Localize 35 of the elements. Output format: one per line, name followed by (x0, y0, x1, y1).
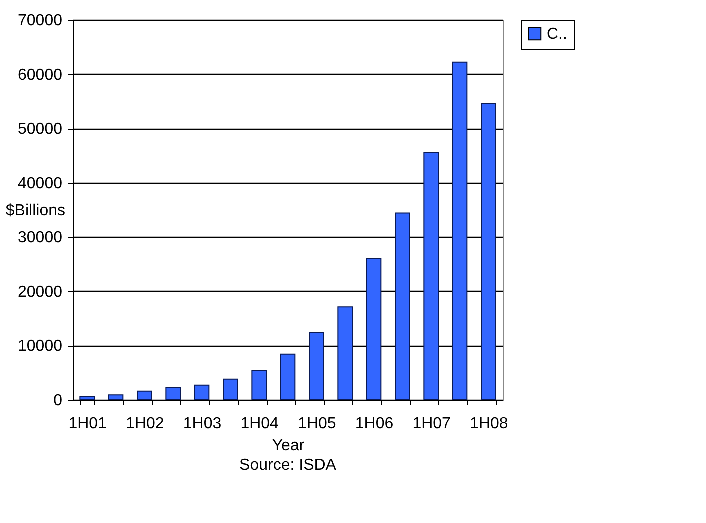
y-axis-title: $Billions (6, 202, 66, 220)
y-tick-label: 0 (54, 392, 63, 410)
bar (280, 354, 296, 400)
bar (80, 396, 95, 400)
y-tick-label: 60000 (18, 66, 63, 84)
x-tick-label: 1H02 (126, 416, 164, 432)
x-tick-label: 1H06 (355, 416, 394, 432)
x-tick-label: 1H04 (240, 416, 280, 432)
y-tick-label: 30000 (18, 230, 63, 247)
x-tick-label: 1H03 (183, 416, 222, 432)
bar (252, 370, 267, 400)
x-tick-label: 1H07 (412, 416, 452, 432)
bar (108, 394, 124, 400)
bar (395, 212, 410, 400)
y-tick-label: 10000 (18, 338, 63, 356)
x-tick-label: 1H08 (470, 416, 508, 432)
bar (366, 258, 382, 400)
legend-label: C.. (547, 26, 568, 43)
bar (452, 62, 468, 400)
x-axis-title: Year (272, 438, 306, 454)
bar (194, 384, 210, 400)
bar (338, 306, 353, 400)
y-tick-label: 40000 (18, 175, 63, 192)
bar (166, 388, 181, 400)
source-note: Source: ISDA (240, 457, 337, 474)
bar (137, 390, 152, 400)
bar (223, 378, 238, 400)
y-tick-label: 70000 (18, 12, 63, 30)
x-tick-label: 1H01 (68, 416, 108, 432)
y-tick-label: 20000 (18, 284, 63, 301)
bar (424, 152, 439, 400)
x-tick-label: 1H05 (298, 416, 336, 432)
bar (481, 103, 496, 400)
y-tick-label: 50000 (18, 121, 63, 138)
bar (309, 332, 324, 400)
